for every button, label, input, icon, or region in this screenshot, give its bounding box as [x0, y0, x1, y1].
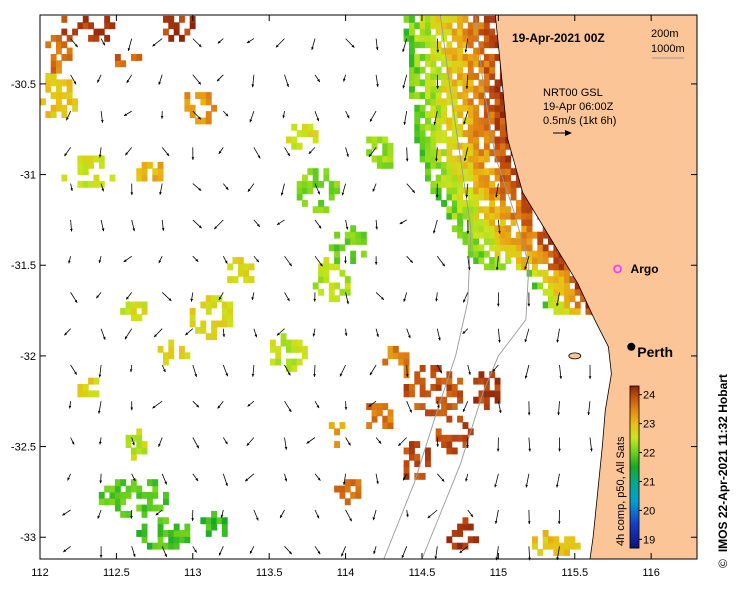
copyright-symbol: © [716, 559, 730, 568]
x-tick-label-7: 115.5 [561, 567, 588, 579]
y-tick-label-2: -31.5 [11, 260, 36, 272]
current-legend-line-0: NRT00 GSL [543, 87, 603, 99]
colorbar-tick-3: 22 [643, 448, 655, 460]
city-label-perth: Perth [637, 344, 673, 360]
current-arrows [62, 38, 593, 561]
x-tick-label-3: 113.5 [256, 567, 283, 579]
argo-marker-icon[interactable] [613, 264, 622, 274]
x-tick-label-8: 116 [642, 567, 660, 579]
colorbar-label: 4h comp, p50, All Sats [615, 436, 627, 546]
rottnest-island [568, 352, 582, 360]
current-legend-line-1: 19-Apr 06:00Z [543, 101, 614, 113]
city-marker-icon[interactable] [627, 342, 636, 351]
x-tick-label-2: 113 [184, 567, 202, 579]
x-tick-label-4: 114 [337, 567, 355, 579]
y-tick-label-0: -30.5 [11, 79, 36, 91]
credit-text: IMOS 22-Apr-2021 11:32 Hobart [716, 374, 730, 553]
x-tick-label-0: 112 [31, 567, 49, 579]
map-title: 19-Apr-2021 00Z [512, 31, 605, 45]
y-tick-label-5: -33 [20, 532, 36, 544]
x-tick-label-1: 112.5 [103, 567, 130, 579]
colorbar-tick-4: 23 [643, 419, 655, 431]
depth-legend-1000m: 1000m [651, 43, 685, 55]
y-tick-label-1: -31 [20, 170, 36, 182]
x-tick-label-6: 115 [490, 567, 508, 579]
contour-1000m [383, 14, 472, 560]
current-scale-arrowhead [565, 130, 572, 136]
colorbar-tick-2: 21 [643, 476, 655, 488]
argo-label: Argo [631, 262, 659, 276]
credit-label: © IMOS 22-Apr-2021 11:32 Hobart [716, 374, 730, 568]
colorbar [629, 385, 640, 549]
y-tick-label-4: -32.5 [11, 442, 36, 454]
colorbar-tick-5: 24 [643, 390, 655, 402]
sst-pixels [40, 15, 597, 556]
x-tick-label-5: 114.5 [409, 567, 436, 579]
contour-200m [421, 14, 530, 560]
map-frame [39, 14, 698, 560]
depth-legend-200m: 200m [651, 28, 679, 40]
current-legend-line-2: 0.5m/s (1kt 6h) [543, 115, 616, 127]
colorbar-tick-1: 20 [643, 505, 655, 517]
colorbar-tick-0: 19 [643, 534, 655, 546]
y-tick-label-3: -32 [20, 351, 36, 363]
